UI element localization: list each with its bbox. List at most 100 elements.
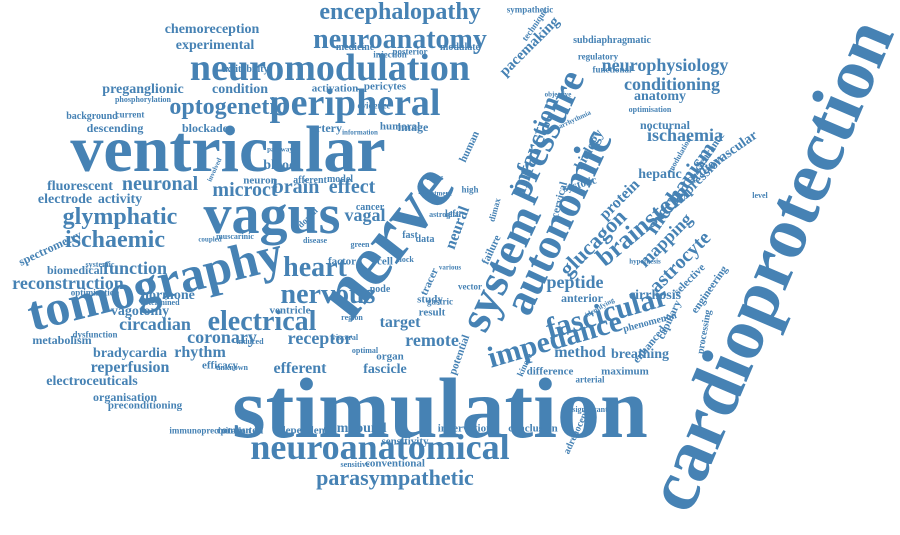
word-human: human	[457, 129, 482, 165]
word-model: model	[326, 174, 354, 185]
word-node: node	[369, 284, 391, 295]
word-condition: condition	[211, 82, 269, 97]
word-organ: organ	[376, 350, 404, 363]
word-anterior: anterior	[561, 291, 603, 305]
word-rate: rate	[418, 187, 432, 196]
word-remote: remote	[405, 330, 459, 350]
word-factor: factor	[327, 255, 357, 268]
word-high: high	[461, 184, 479, 195]
word-stimulation: stimulation	[232, 360, 648, 456]
word-reconstruction: reconstruction	[12, 273, 124, 293]
word-subdiaphragmatic: subdiaphragmatic	[573, 35, 651, 46]
word-astroglial: astroglial	[429, 210, 461, 219]
word-neurophysiology: neurophysiology	[601, 55, 729, 75]
word-cell: cell	[377, 255, 393, 268]
word-sensitive: sensitive	[340, 460, 370, 469]
word-target: target	[379, 314, 421, 331]
word-determined: determined	[140, 298, 180, 307]
word-method: method	[554, 344, 606, 361]
word-reperfusion: reperfusion	[90, 359, 170, 376]
word-brain: brain	[272, 176, 320, 198]
word-cirrhosis: cirrhosis	[628, 288, 682, 303]
word-biomedical: biomedical	[47, 263, 103, 277]
word-background: background	[66, 111, 118, 122]
word-electrical: electrical	[207, 306, 317, 337]
word-conclusion: conclusion	[508, 422, 558, 435]
word-blockade: blockade	[181, 121, 229, 135]
word-encephalopathy: encephalopathy	[319, 0, 481, 25]
word-preganglionic: preganglionic	[102, 82, 184, 97]
word-glymphatic: glymphatic	[62, 204, 178, 230]
word-systemic: systemic	[85, 260, 115, 269]
word-optimization: optimization	[70, 287, 120, 298]
word-nervous: nervous	[280, 279, 376, 310]
word-posterior: posterior	[392, 46, 428, 57]
word-region: region	[341, 313, 363, 322]
word-anatomy: anatomy	[633, 89, 687, 104]
word-peptide: peptide	[546, 272, 604, 292]
word-vagotomy: vagotomy	[110, 304, 170, 319]
word-level: level	[752, 191, 768, 200]
word-treatment: treatment	[422, 189, 452, 198]
word-neuron: neuron	[243, 174, 277, 187]
word-left: left	[445, 209, 459, 220]
word-activity: activity	[97, 192, 143, 207]
word-microct: microct	[212, 179, 278, 201]
word-gastric: gastric	[427, 296, 453, 307]
word-coronary: coronary	[187, 327, 257, 347]
word-data: data	[415, 234, 435, 245]
word-optimal: optimal	[351, 346, 379, 355]
word-neuroanatomy: neuroanatomy	[313, 24, 487, 55]
word-image: image	[397, 120, 429, 134]
word-vagus: vagus	[203, 184, 341, 246]
word-arterial: arterial	[575, 374, 605, 385]
word-modulate: modulate	[440, 42, 480, 53]
word-parasympathetic: parasympathetic	[316, 465, 474, 490]
word-sympathetic: sympathetic	[506, 4, 554, 15]
word-difference: difference	[526, 365, 574, 378]
word-current: current	[115, 109, 145, 120]
word-muscarinic: muscarinic	[216, 232, 254, 241]
word-organisation: organisation	[92, 390, 158, 404]
word-effect: effect	[328, 176, 376, 198]
word-cancer: cancer	[355, 202, 385, 213]
word-bradycardia: bradycardia	[93, 346, 167, 361]
word-neuromodulation: neuromodulation	[189, 47, 471, 89]
word-blood: blood	[263, 158, 297, 173]
word-chemoreception: chemoreception	[164, 22, 260, 37]
word-result: result	[418, 306, 446, 319]
word-rhythm: rhythm	[174, 344, 226, 361]
word-metabolism: metabolism	[32, 333, 92, 347]
word-phosphorylation: phosphorylation	[114, 95, 172, 104]
word-pathway: pathway	[267, 145, 293, 154]
word-immunoprecipitation: immunoprecipitation	[169, 425, 251, 436]
word-neuroanatomical: neuroanatomical	[250, 427, 510, 467]
word-efficacy: efficacy	[201, 359, 239, 372]
word-injection: injection	[373, 49, 407, 60]
word-various: various	[438, 263, 462, 272]
word-excitability: excitability	[221, 64, 269, 75]
word-innervation: innervation	[437, 422, 493, 435]
word-maximum: maximum	[601, 365, 649, 378]
word-regulatory: regulatory	[577, 51, 619, 62]
word-clock: clock	[396, 255, 414, 264]
word-afferent: afferent	[293, 175, 327, 186]
word-descending: descending	[86, 121, 144, 135]
word-study: study	[417, 293, 443, 306]
word-conventional: conventional	[365, 457, 425, 470]
word-information: information	[342, 128, 378, 137]
word-functional: functional	[592, 64, 632, 75]
word-optimisation: optimisation	[628, 105, 672, 114]
word-efferent: efferent	[273, 360, 327, 377]
word-green: green	[350, 240, 370, 249]
word-evidence: evidence	[357, 100, 391, 111]
word-hypothesis: hypothesis	[629, 257, 661, 266]
word-induced: induced	[236, 337, 264, 346]
word-coupled: coupled	[198, 235, 222, 244]
word-fascicle: fascicle	[363, 362, 407, 377]
word-neuronal: neuronal	[121, 173, 199, 195]
word-mass: mass	[426, 173, 444, 182]
word-objective: objective	[544, 90, 572, 99]
word-dysfunction: dysfunction	[72, 329, 118, 340]
